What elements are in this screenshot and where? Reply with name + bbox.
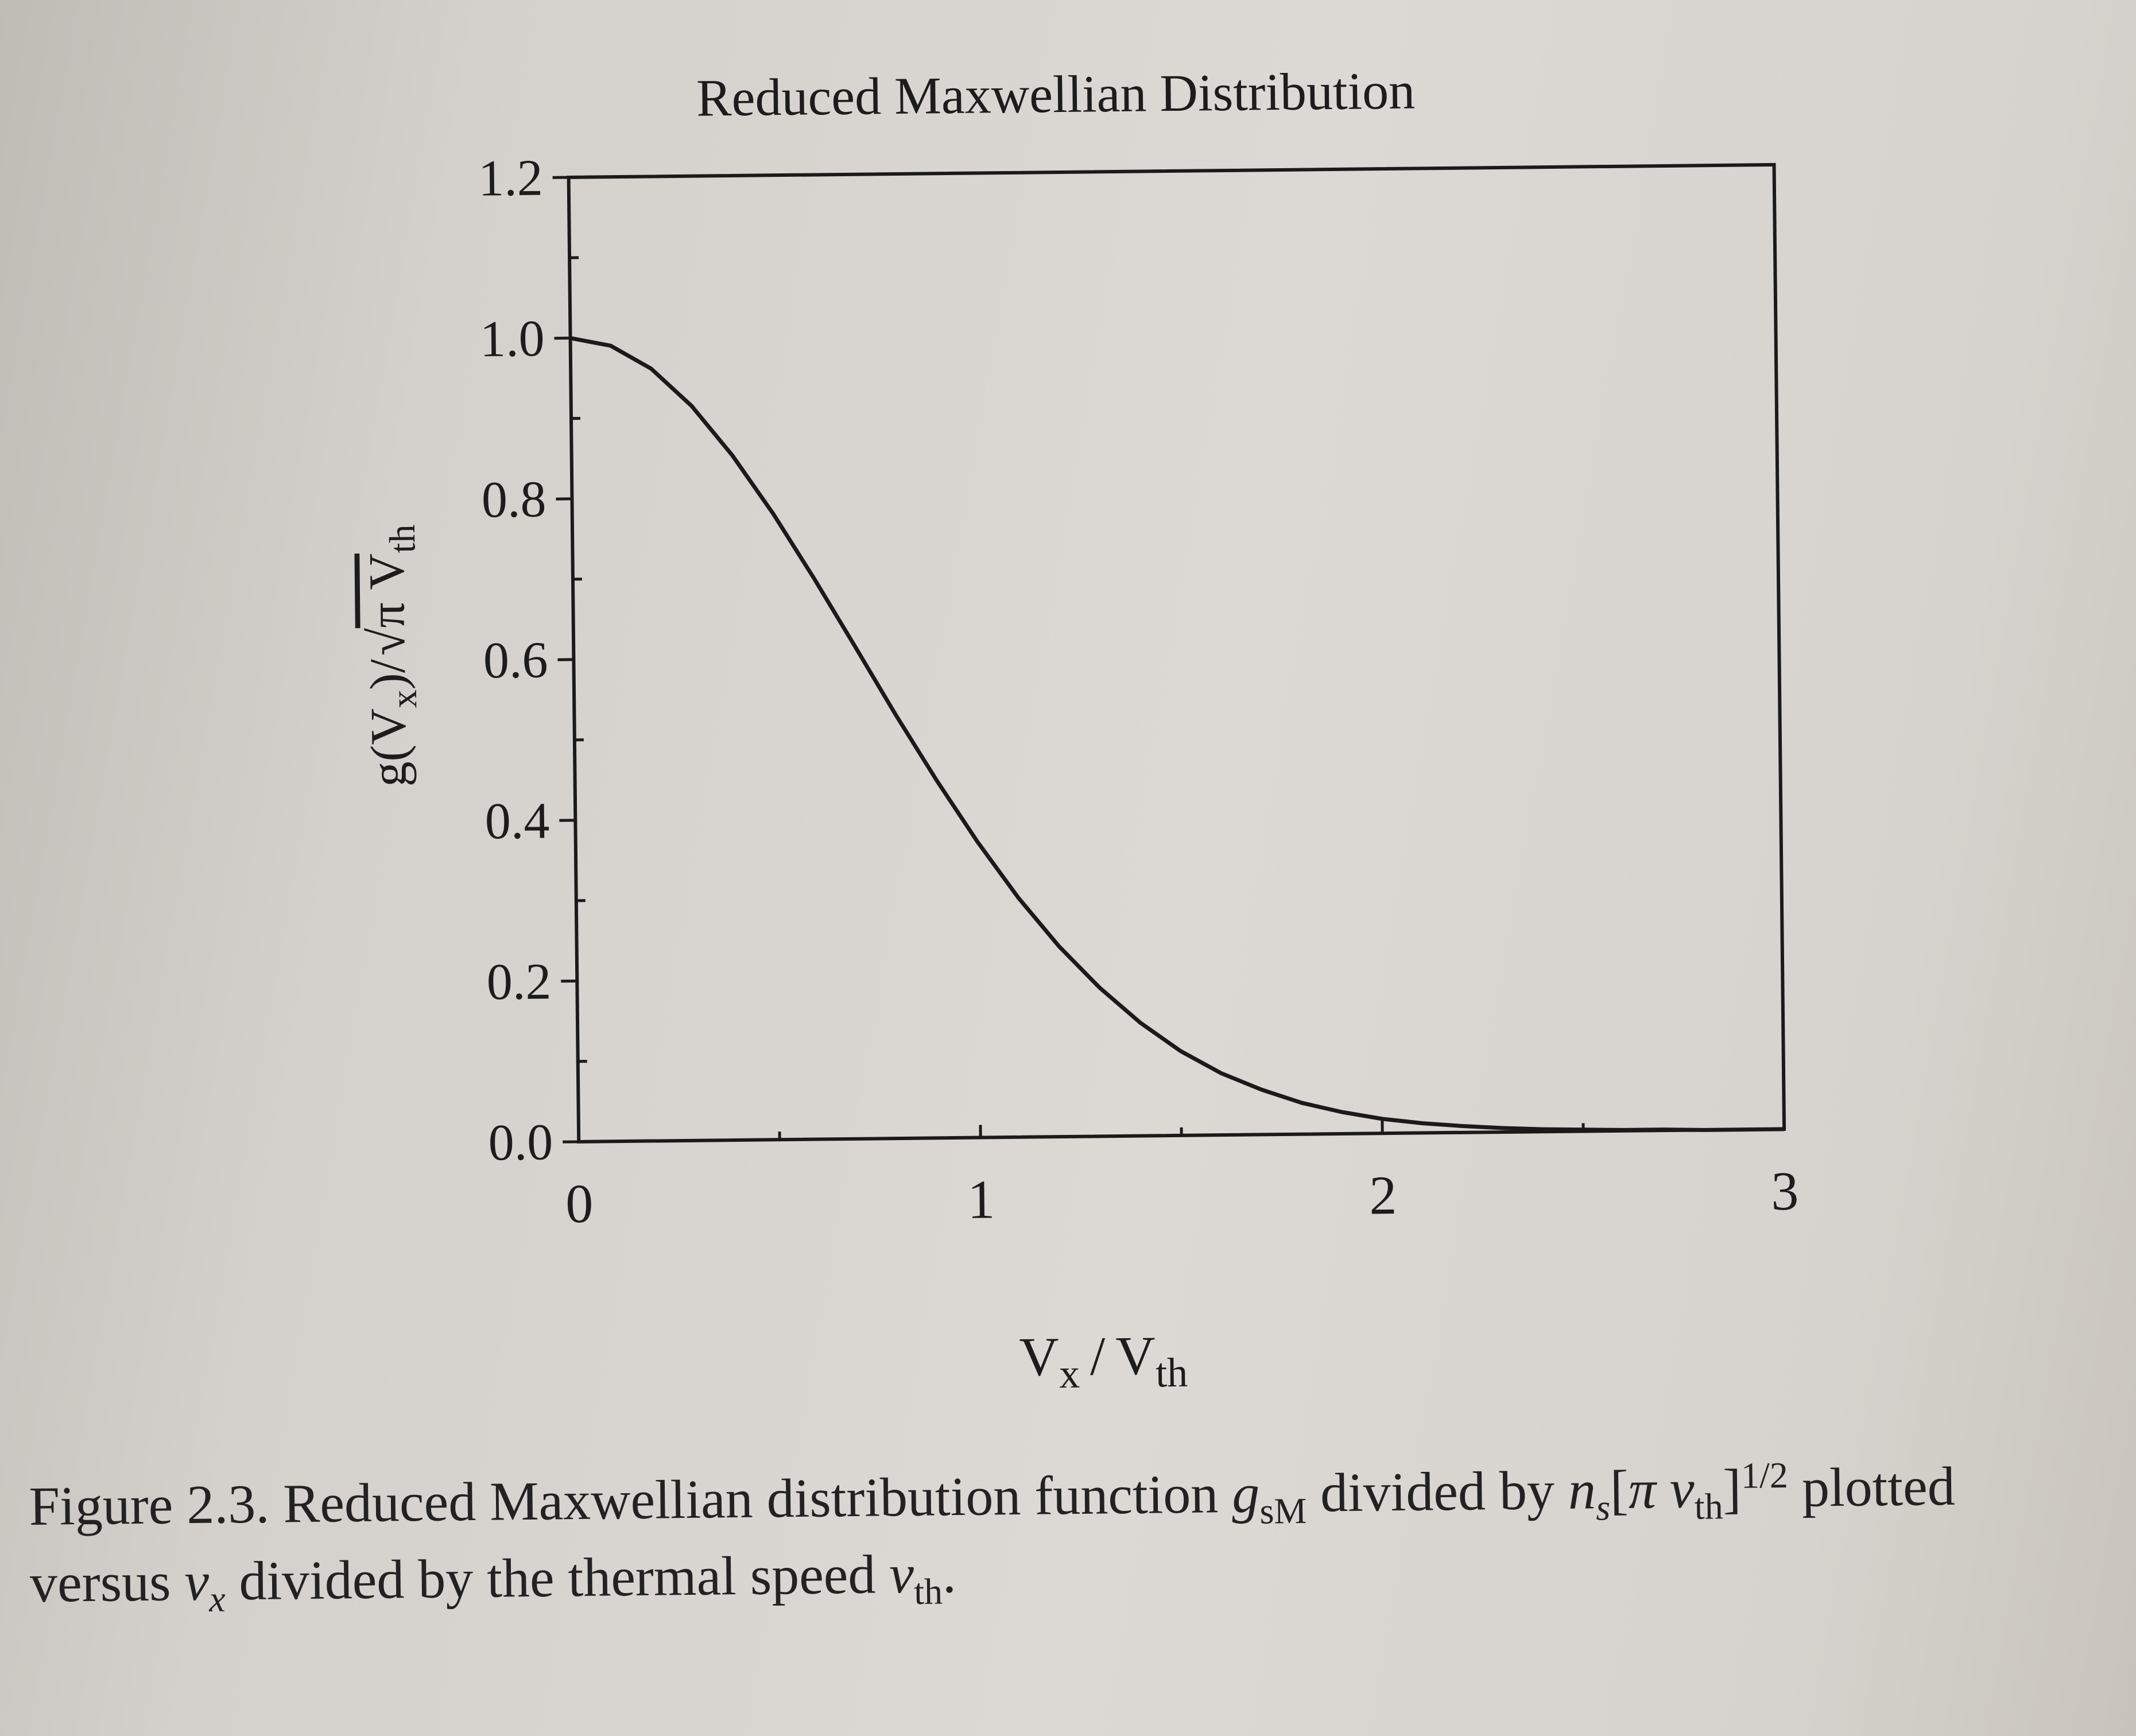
x-tick-label: 0 (565, 1173, 594, 1234)
x-tick-label: 3 (1771, 1160, 1799, 1222)
y-tick-label: 1.2 (478, 149, 544, 207)
maxwellian-chart: Reduced Maxwellian Distribution 0.00.20.… (359, 61, 1799, 1397)
y-tick-label: 0.6 (483, 631, 548, 689)
x-tick-label: 2 (1369, 1164, 1397, 1226)
x-axis-label: Vx / Vth (1019, 1324, 1188, 1397)
y-axis-ticks: 0.0 0.2 0.4 0.6 0.8 1.0 1.2 (478, 149, 587, 1172)
y-tick-label: 0.8 (481, 471, 546, 528)
svg-text:g(Vx)/√π Vth: g(Vx)/√π Vth (359, 524, 425, 787)
plot-frame (567, 162, 1786, 1144)
x-tick-label: 1 (967, 1168, 995, 1230)
series-line (569, 336, 1785, 1132)
y-tick-label: 1.0 (480, 310, 545, 367)
figure-caption: Figure 2.3. Reduced Maxwellian distribut… (29, 1448, 2108, 1625)
y-tick-label: 0.0 (488, 1114, 553, 1171)
y-tick-label: 0.4 (484, 792, 550, 850)
x-axis-ticks: 0 1 2 3 (565, 1116, 1799, 1234)
chart-title: Reduced Maxwellian Distribution (696, 61, 1416, 127)
y-tick-label: 0.2 (486, 953, 552, 1010)
y-axis-label: g(Vx)/√π Vth (359, 524, 425, 787)
